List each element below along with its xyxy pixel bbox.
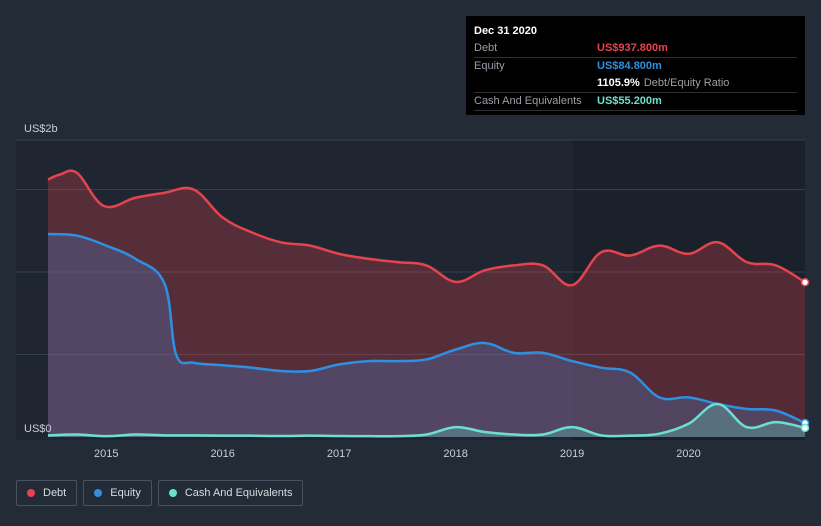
series-endpoints (800, 278, 810, 433)
tooltip-equity-row: Equity US$84.800m (474, 58, 797, 75)
legend-dot-debt (27, 489, 35, 497)
tooltip-date: Dec 31 2020 (474, 25, 537, 37)
legend-dot-equity (94, 489, 103, 497)
equity-area (48, 234, 805, 437)
legend-label-equity: Equity (110, 487, 141, 499)
cash-and-equivalents-endpoint (800, 423, 810, 433)
cash-and-equivalents-line (47, 402, 806, 438)
legend-item-cash[interactable]: Cash And Equivalents (157, 480, 304, 506)
tooltip-equity-value: US$84.800m (597, 60, 662, 72)
x-tick-label-2020: 2020 (676, 448, 700, 460)
x-tick-label-2018: 2018 (443, 448, 467, 460)
legend-item-equity[interactable]: Equity (83, 480, 152, 506)
y-axis-top-label: US$2b (24, 123, 58, 135)
tooltip-debt-label: Debt (474, 42, 498, 54)
y-axis-bottom-label: US$0 (24, 423, 52, 435)
tooltip-debt-value: US$937.800m (597, 42, 668, 54)
x-tick-label-2016: 2016 (210, 448, 234, 460)
legend-label-debt: Debt (43, 487, 67, 499)
tooltip: Dec 31 2020 Debt US$937.800m Equity US$8… (466, 16, 805, 115)
tooltip-ratio-row: 1105.9% Debt/Equity Ratio (474, 75, 797, 93)
legend-label-cash: Cash And Equivalents (184, 487, 293, 499)
legend-item-debt[interactable]: Debt (16, 480, 78, 506)
tooltip-cash-label: Cash And Equivalents (474, 95, 582, 107)
series-lines (47, 169, 806, 438)
debt-endpoint (800, 278, 810, 287)
debt-line (47, 169, 806, 287)
equity-line (47, 232, 806, 425)
tooltip-cash-row: Cash And Equivalents US$55.200m (474, 93, 797, 111)
x-tick-label-2015: 2015 (94, 448, 118, 460)
legend-dot-cash (168, 489, 177, 497)
cash-and-equivalents-area (48, 403, 805, 437)
tooltip-ratio-value: 1105.9% (597, 77, 640, 89)
x-tick-label-2019: 2019 (560, 448, 584, 460)
x-axis: 2015 2016 2017 2018 2019 2020 (94, 448, 701, 460)
debt-area (48, 170, 805, 437)
grid (16, 139, 805, 355)
tooltip-equity-label: Equity (474, 60, 505, 72)
tooltip-debt-row: Debt US$937.800m (474, 40, 797, 58)
tooltip-cash-value: US$55.200m (597, 95, 662, 107)
legend: Debt Equity Cash And Equivalents (16, 480, 304, 506)
x-tick-label-2017: 2017 (327, 448, 351, 460)
series-areas (48, 170, 805, 437)
tooltip-ratio-label: Debt/Equity Ratio (643, 77, 730, 89)
